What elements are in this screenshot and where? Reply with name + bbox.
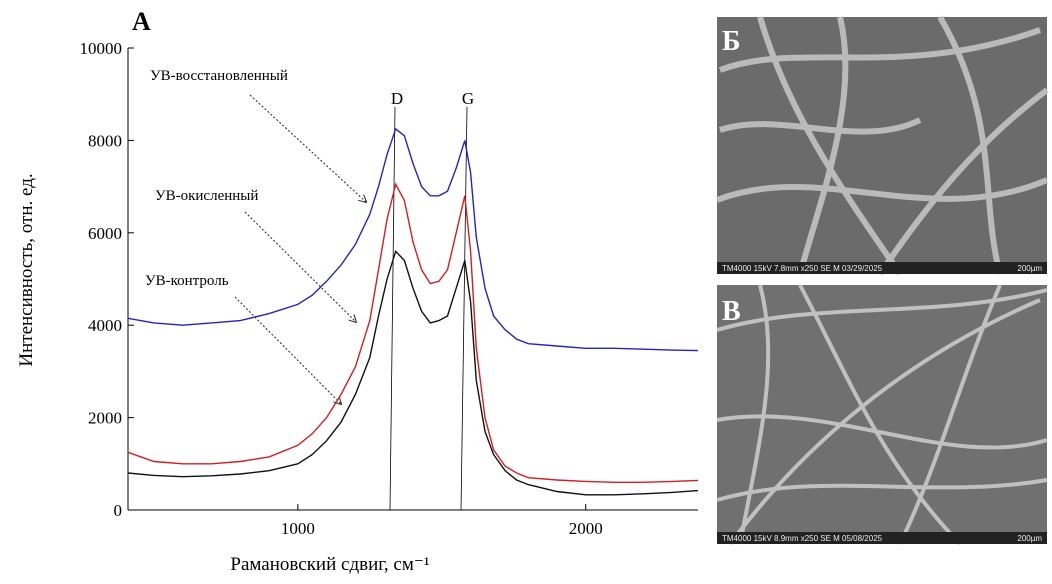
caption: TM4000 15kV 7.8mm x250 SE M 03/29/2025 — [722, 264, 883, 273]
series-label: УВ-окисленный — [155, 188, 258, 204]
peak-line — [389, 106, 396, 511]
panel-label: Б — [722, 26, 741, 57]
x-tick-label: 2000 — [569, 519, 603, 538]
y-tick-label: 10000 — [80, 39, 123, 58]
arrow — [249, 94, 366, 202]
series-line — [127, 182, 699, 483]
sem-panel: TM4000 15kV 7.8mm x250 SE M 03/29/2025 2… — [715, 15, 1049, 276]
caption-bar — [717, 532, 1047, 544]
caption: TM4000 15kV 8.9mm x250 SE M 05/08/2025 — [722, 534, 883, 543]
caption-bar — [717, 262, 1047, 274]
sem-image — [717, 285, 1047, 544]
peak-label: D — [391, 89, 403, 108]
y-axis-title: Интенсивность, отн. ед. — [16, 173, 37, 366]
y-tick-label: 6000 — [88, 224, 122, 243]
panel-label: В — [722, 296, 741, 327]
fibers — [715, 15, 1049, 276]
series-label: УВ-контроль — [145, 273, 229, 289]
arrow — [234, 296, 341, 404]
y-tick-label: 4000 — [88, 316, 122, 335]
peak-line — [460, 106, 468, 511]
series-label: УВ-восстановленный — [150, 68, 288, 84]
fibers — [716, 284, 1048, 546]
series-line — [127, 127, 699, 352]
peak-label: G — [462, 89, 474, 108]
scale: 200µm — [1017, 264, 1042, 273]
x-axis-title: Рамановский сдвиг, см⁻¹ — [230, 554, 429, 575]
y-tick-label: 0 — [114, 501, 123, 520]
panel-label: А — [132, 7, 151, 36]
sem-panel: TM4000 15kV 8.9mm x250 SE M 05/08/2025 2… — [716, 284, 1048, 546]
y-tick-label: 8000 — [88, 131, 122, 150]
series-line — [127, 249, 699, 496]
x-tick-label: 1000 — [281, 519, 315, 538]
scale: 200µm — [1017, 534, 1042, 543]
y-tick-label: 2000 — [88, 409, 122, 428]
